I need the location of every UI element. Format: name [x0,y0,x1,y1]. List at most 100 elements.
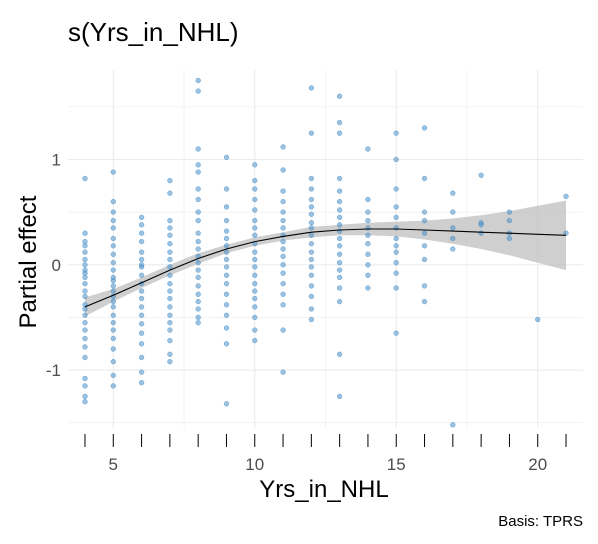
data-point [138,304,145,310]
data-point [280,198,286,205]
data-point [223,401,230,407]
data-point [280,246,286,252]
data-point [365,241,371,247]
data-point [167,304,173,310]
data-point [450,246,456,252]
data-point [308,196,315,203]
data-point [110,346,116,352]
data-point [336,198,343,205]
data-point [82,320,88,326]
data-point [138,272,145,278]
data-point [421,256,428,263]
data-point [110,359,116,365]
data-point [365,262,371,268]
data-point [195,146,201,152]
data-point [252,217,258,224]
data-point [280,188,286,194]
data-point [252,264,258,270]
data-point [110,198,116,205]
data-point [82,344,88,350]
data-point [195,306,201,312]
x-axis-tick-labels: 5 10 15 20 [109,455,548,474]
data-point [82,393,88,400]
data-point [138,230,145,236]
confidence-ribbon-layer [85,200,566,317]
data-point [223,154,230,161]
data-point [252,249,258,255]
grid [68,70,583,428]
data-point [138,341,145,347]
data-point [195,230,201,236]
data-point [421,243,428,249]
data-point [252,225,258,231]
data-point [280,291,286,297]
data-point [195,298,201,305]
data-point [110,217,116,224]
data-point [280,225,286,231]
y-axis-tick-labels: -1 0 1 [46,151,61,381]
data-point [308,211,315,217]
data-point [138,295,145,302]
data-point [138,214,145,221]
data-point [195,169,201,175]
data-point [167,288,173,294]
data-point [280,270,286,276]
data-point [336,207,343,213]
data-point [195,274,201,281]
data-point [421,209,428,215]
data-point [308,283,315,289]
data-point [195,260,201,266]
data-point [365,251,371,257]
data-point [252,177,258,184]
data-point [308,130,315,136]
data-point [82,270,88,276]
data-point [82,312,88,318]
data-point [450,190,456,196]
data-point [252,327,258,333]
data-point [138,354,145,361]
data-point [167,312,173,318]
data-point [195,291,201,297]
data-point [110,312,116,318]
data-point [365,232,371,238]
data-point [280,209,286,215]
data-point [252,314,258,321]
data-point [167,272,173,278]
data-point [336,274,343,281]
data-point [450,235,456,242]
data-point [82,256,88,263]
data-point [138,222,145,228]
data-point [110,260,116,266]
data-point [393,130,399,136]
data-point [308,293,315,300]
data-point [280,253,286,260]
y-tick-label: 1 [52,151,61,170]
data-point [365,196,371,203]
data-point [195,267,201,273]
smooth-line [84,228,567,308]
data-point [450,225,456,231]
data-point [393,156,399,163]
data-point [167,337,173,344]
data-point [138,369,145,375]
data-point [506,209,513,215]
data-point [167,320,173,326]
data-point [393,186,399,192]
data-point [223,204,230,210]
data-point [138,288,145,294]
smooth-line-layer [84,228,567,308]
data-point [308,256,315,263]
data-point [535,316,541,323]
data-point [138,330,145,336]
confidence-band [85,200,566,317]
data-point [110,169,116,175]
data-point [167,190,173,196]
data-point [110,251,116,257]
data-point [365,272,371,278]
data-point [167,225,173,231]
data-point [195,196,201,203]
data-point [336,130,343,136]
data-point [252,295,258,302]
data-point [421,283,428,289]
x-tick-label: 20 [528,455,547,474]
